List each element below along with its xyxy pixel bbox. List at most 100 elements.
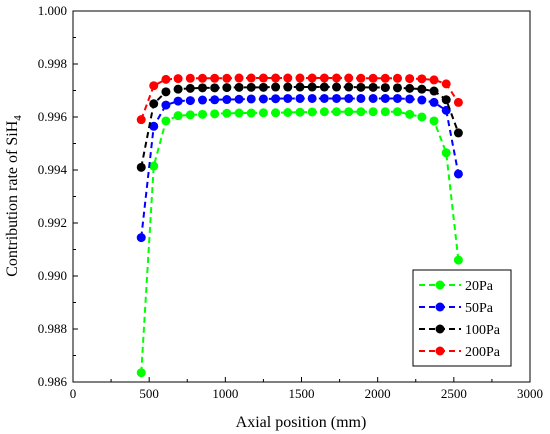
data-point (453, 169, 463, 179)
data-point (429, 116, 439, 126)
data-point (246, 94, 256, 104)
legend-label: 50Pa (465, 301, 494, 316)
data-point (149, 99, 159, 109)
data-point (319, 107, 329, 117)
data-point (307, 82, 317, 92)
y-axis-title-subscript: 4 (12, 115, 24, 121)
data-point (234, 108, 244, 118)
data-point (417, 84, 427, 94)
data-point (271, 82, 281, 92)
data-point (258, 82, 268, 92)
x-tick-label: 1000 (212, 386, 238, 401)
data-point (271, 73, 281, 83)
data-point (185, 110, 195, 120)
legend-item: 20Pa (419, 279, 494, 294)
data-point (332, 82, 342, 92)
data-point (332, 73, 342, 83)
data-point (295, 73, 305, 83)
data-point (222, 83, 232, 93)
data-point (319, 93, 329, 103)
data-point (295, 82, 305, 92)
legend-items: 20Pa 50Pa 100Pa 200Pa (419, 279, 501, 360)
data-point (405, 83, 415, 93)
data-point (344, 93, 354, 103)
data-point (332, 93, 342, 103)
data-point (307, 107, 317, 117)
y-axis-title: Contribution rate of SiH4 (4, 115, 24, 277)
data-point (344, 82, 354, 92)
data-point (246, 82, 256, 92)
data-point (332, 107, 342, 117)
data-point (429, 75, 439, 85)
data-point (246, 108, 256, 118)
data-point (380, 107, 390, 117)
y-tick-label: 0.998 (38, 56, 67, 71)
y-tick-label: 0.992 (38, 215, 67, 230)
series-100Pa (136, 82, 463, 172)
data-point (380, 73, 390, 83)
data-point (271, 108, 281, 118)
x-tick-label: 3000 (517, 386, 543, 401)
data-point (161, 100, 171, 110)
y-tick-label: 0.990 (38, 268, 67, 283)
legend-item: 100Pa (419, 323, 501, 338)
data-point (307, 93, 317, 103)
data-point (392, 73, 402, 83)
data-point (234, 73, 244, 83)
legend-marker (435, 324, 445, 334)
data-point (173, 111, 183, 121)
x-axis-title: Axial position (mm) (236, 414, 367, 431)
data-point (197, 73, 207, 83)
data-point (246, 73, 256, 83)
data-point (368, 73, 378, 83)
legend-marker (435, 280, 445, 290)
x-tick-label: 2000 (365, 386, 391, 401)
x-tick-label: 2500 (441, 386, 467, 401)
data-point (283, 73, 293, 83)
data-point (210, 73, 220, 83)
series-layer (136, 73, 463, 378)
data-point (149, 121, 159, 131)
data-point (210, 95, 220, 105)
data-point (356, 93, 366, 103)
data-point (417, 74, 427, 84)
y-tick-label: 0.996 (38, 109, 68, 124)
data-point (295, 93, 305, 103)
data-point (392, 83, 402, 93)
data-point (429, 86, 439, 96)
series-line (140, 97, 460, 238)
data-point (136, 115, 146, 125)
data-point (197, 95, 207, 105)
data-point (453, 97, 463, 107)
legend-item: 200Pa (419, 345, 501, 360)
data-point (368, 82, 378, 92)
data-point (258, 73, 268, 83)
data-point (185, 96, 195, 106)
data-point (185, 83, 195, 93)
series-line (140, 110, 460, 373)
data-point (283, 107, 293, 117)
data-point (405, 74, 415, 84)
data-point (173, 84, 183, 94)
data-point (417, 95, 427, 105)
y-tick-label: 0.988 (38, 321, 67, 336)
data-point (319, 82, 329, 92)
data-point (417, 112, 427, 122)
data-point (173, 74, 183, 84)
tick-labels: 0 500 1000 1500 2000 2500 3000 0.986 0.988 0.990 0… (38, 3, 543, 401)
data-point (356, 107, 366, 117)
data-point (356, 73, 366, 83)
y-tick-label: 1.000 (38, 3, 67, 18)
y-axis-title-main: Contribution rate of SiH (4, 120, 21, 276)
legend-marker (435, 302, 445, 312)
x-tick-label: 0 (70, 386, 77, 401)
data-point (283, 93, 293, 103)
data-point (222, 95, 232, 105)
data-point (392, 93, 402, 103)
data-point (405, 94, 415, 104)
data-point (197, 83, 207, 93)
data-point (197, 109, 207, 119)
data-point (234, 82, 244, 92)
data-point (380, 83, 390, 93)
legend-marker (435, 346, 445, 356)
